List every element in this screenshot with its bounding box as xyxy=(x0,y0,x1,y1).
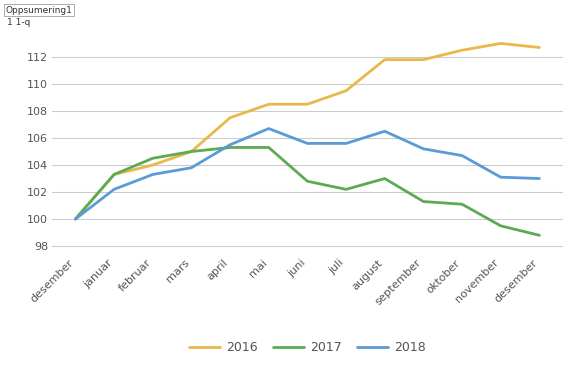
2016 xyxy=(188,149,195,154)
2016 xyxy=(111,172,118,177)
Line: 2018: 2018 xyxy=(75,128,539,219)
2016 xyxy=(343,88,350,93)
2017 xyxy=(188,149,195,154)
2018 xyxy=(536,176,543,181)
2018 xyxy=(343,141,350,146)
2017 xyxy=(497,224,504,228)
2017 xyxy=(536,233,543,238)
2017 xyxy=(304,179,311,184)
2016 xyxy=(536,45,543,50)
2018 xyxy=(381,129,388,133)
2018 xyxy=(72,217,79,221)
Text: 1 1-q: 1 1-q xyxy=(7,18,30,26)
Text: Oppsumering1: Oppsumering1 xyxy=(6,6,72,15)
2016 xyxy=(459,48,466,53)
2018 xyxy=(188,165,195,170)
2017 xyxy=(420,199,427,204)
2017 xyxy=(343,187,350,192)
2018 xyxy=(304,141,311,146)
2018 xyxy=(420,147,427,151)
Legend: 2016, 2017, 2018: 2016, 2017, 2018 xyxy=(184,336,431,359)
2017 xyxy=(459,202,466,207)
2016 xyxy=(265,102,272,107)
2018 xyxy=(265,126,272,131)
2016 xyxy=(497,41,504,46)
2018 xyxy=(227,142,234,147)
2017 xyxy=(227,145,234,150)
2017 xyxy=(149,156,156,161)
2018 xyxy=(459,153,466,158)
2016 xyxy=(420,57,427,62)
Line: 2016: 2016 xyxy=(75,44,539,219)
2016 xyxy=(381,57,388,62)
2016 xyxy=(227,116,234,120)
2016 xyxy=(304,102,311,107)
2018 xyxy=(111,187,118,192)
2017 xyxy=(381,176,388,181)
2017 xyxy=(265,145,272,150)
2018 xyxy=(149,172,156,177)
2016 xyxy=(72,217,79,221)
2016 xyxy=(149,163,156,167)
2017 xyxy=(72,217,79,221)
2018 xyxy=(497,175,504,180)
2017 xyxy=(111,172,118,177)
Line: 2017: 2017 xyxy=(75,147,539,235)
